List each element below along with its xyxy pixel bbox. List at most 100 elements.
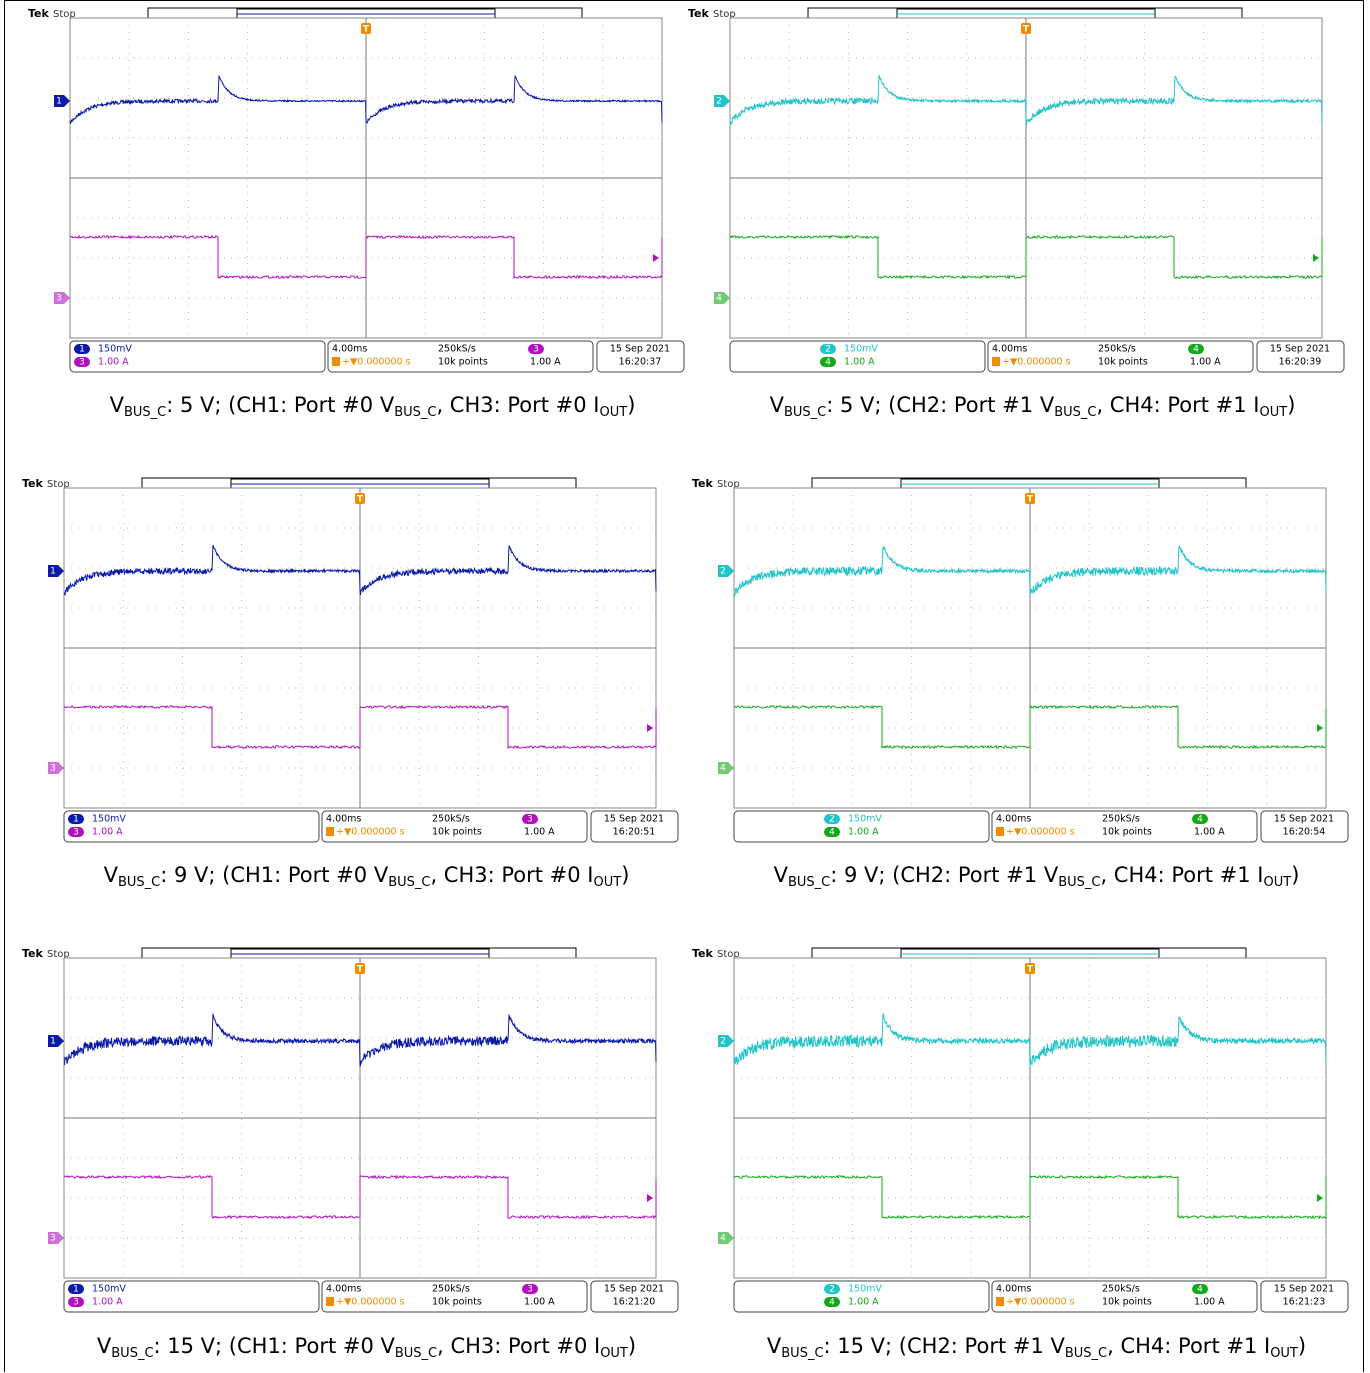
caption-subscript: BUS_C: [1065, 1346, 1107, 1361]
channel-badge-label: 1: [50, 567, 56, 577]
trigger-level: 1.00 A: [524, 1297, 555, 1308]
channel-chip-label: 3: [73, 828, 79, 838]
record-length: 10k points: [432, 1297, 482, 1308]
caption-text: : 9 V; (CH2: Port #1 V: [830, 863, 1058, 887]
channel-scale: 1.00 A: [848, 1297, 879, 1308]
sample-rate: 250kS/s: [1102, 1284, 1140, 1295]
caption-text: ): [621, 863, 629, 887]
channel-scale: 150mV: [844, 344, 878, 355]
channel-scale: 1.00 A: [844, 357, 875, 368]
caption-subscript: OUT: [600, 1346, 628, 1361]
caption-subscript: BUS_C: [394, 405, 436, 420]
time-div: 4.00ms: [326, 1284, 361, 1295]
channel-scale: 150mV: [98, 344, 132, 355]
caption-text: : 5 V; (CH1: Port #0 V: [166, 393, 394, 417]
caption-text: ): [1287, 393, 1295, 417]
caption-subscript: BUS_C: [788, 875, 830, 890]
trigger-channel: 3: [527, 1285, 533, 1295]
date: 15 Sep 2021: [610, 344, 670, 355]
trigger-chip: [996, 1297, 1004, 1306]
caption-subscript: OUT: [600, 405, 628, 420]
trigger-marker-label: T: [357, 495, 364, 505]
scope-screenshot: TekStopT242150mV41.00 A4.00ms+▼0.000000 …: [680, 5, 1345, 375]
channel-chip-label: 1: [79, 345, 85, 355]
brand: Tek: [692, 947, 714, 960]
trigger-delay: +▼0.000000 s: [1006, 827, 1075, 838]
sample-rate: 250kS/s: [438, 344, 476, 355]
scope-screenshot: TekStopT242150mV41.00 A4.00ms+▼0.000000 …: [684, 475, 1349, 845]
channel-badge-label: 4: [716, 294, 722, 304]
caption-text: V: [770, 393, 784, 417]
trigger-level: 1.00 A: [1190, 357, 1221, 368]
record-length: 10k points: [1102, 1297, 1152, 1308]
caption-subscript: BUS_C: [118, 875, 160, 890]
time-div: 4.00ms: [332, 344, 367, 355]
sample-rate: 250kS/s: [432, 1284, 470, 1295]
trigger-channel: 4: [1197, 815, 1203, 825]
caption: VBUS_C: 5 V; (CH2: Port #1 VBUS_C, CH4: …: [700, 393, 1365, 420]
trigger-chip: [996, 827, 1004, 836]
caption-text: V: [97, 1334, 111, 1358]
channel-scale: 150mV: [92, 814, 126, 825]
channel-scale: 1.00 A: [92, 1297, 123, 1308]
caption-text: : 5 V; (CH2: Port #1 V: [826, 393, 1054, 417]
channel-chip-label: 3: [79, 358, 85, 368]
channel-scale: 1.00 A: [92, 827, 123, 838]
trigger-channel: 3: [527, 815, 533, 825]
brand: Tek: [22, 477, 44, 490]
trigger-delay: +▼0.000000 s: [336, 1297, 405, 1308]
channel-badge-label: 3: [50, 764, 56, 774]
channel-chip-label: 4: [829, 828, 835, 838]
trigger-chip: [326, 827, 334, 836]
trigger-channel: 4: [1193, 345, 1199, 355]
caption: VBUS_C: 9 V; (CH2: Port #1 VBUS_C, CH4: …: [704, 863, 1369, 890]
caption-subscript: BUS_C: [1058, 875, 1100, 890]
trigger-delay: +▼0.000000 s: [1006, 1297, 1075, 1308]
caption-subscript: BUS_C: [781, 1346, 823, 1361]
sample-rate: 250kS/s: [432, 814, 470, 825]
page: TekStopT131150mV31.00 A4.00ms+▼0.000000 …: [0, 0, 1370, 1373]
channel-chip-label: 2: [829, 815, 835, 825]
caption-subscript: OUT: [1270, 1346, 1298, 1361]
caption-text: , CH3: Port #0 I: [437, 1334, 600, 1358]
date: 15 Sep 2021: [1270, 344, 1330, 355]
sample-rate: 250kS/s: [1102, 814, 1140, 825]
trigger-marker-label: T: [1027, 495, 1034, 505]
record-length: 10k points: [1102, 827, 1152, 838]
date: 15 Sep 2021: [1274, 1284, 1334, 1295]
caption-text: , CH4: Port #1 I: [1096, 393, 1259, 417]
trigger-marker-label: T: [357, 965, 364, 975]
channel-scale: 150mV: [848, 814, 882, 825]
trigger-chip: [332, 357, 340, 366]
caption-subscript: BUS_C: [111, 1346, 153, 1361]
caption: VBUS_C: 15 V; (CH1: Port #0 VBUS_C, CH3:…: [34, 1334, 699, 1361]
caption-subscript: BUS_C: [124, 405, 166, 420]
caption-subscript: OUT: [1264, 875, 1292, 890]
sample-rate: 250kS/s: [1098, 344, 1136, 355]
trigger-level: 1.00 A: [1194, 827, 1225, 838]
caption-text: V: [110, 393, 124, 417]
channel-scale: 150mV: [92, 1284, 126, 1295]
scope-screenshot: TekStopT131150mV31.00 A4.00ms+▼0.000000 …: [14, 475, 679, 845]
caption-text: : 9 V; (CH1: Port #0 V: [160, 863, 388, 887]
trigger-channel: 4: [1197, 1285, 1203, 1295]
channel-badge-label: 2: [720, 567, 726, 577]
caption: VBUS_C: 5 V; (CH1: Port #0 VBUS_C, CH3: …: [40, 393, 705, 420]
caption: VBUS_C: 9 V; (CH1: Port #0 VBUS_C, CH3: …: [34, 863, 699, 890]
channel-badge-label: 2: [720, 1037, 726, 1047]
channel-badge-label: 1: [56, 97, 62, 107]
trigger-chip: [326, 1297, 334, 1306]
caption: VBUS_C: 15 V; (CH2: Port #1 VBUS_C, CH4:…: [704, 1334, 1369, 1361]
brand: Tek: [688, 7, 710, 20]
scope-screenshot: TekStopT131150mV31.00 A4.00ms+▼0.000000 …: [20, 5, 685, 375]
time: 16:20:37: [619, 357, 662, 368]
caption-text: , CH4: Port #1 I: [1107, 1334, 1270, 1358]
channel-badge-label: 1: [50, 1037, 56, 1047]
trigger-level: 1.00 A: [530, 357, 561, 368]
date: 15 Sep 2021: [604, 1284, 664, 1295]
caption-text: ): [1298, 1334, 1306, 1358]
caption-text: : 15 V; (CH1: Port #0 V: [154, 1334, 395, 1358]
caption-subscript: BUS_C: [784, 405, 826, 420]
trigger-chip: [992, 357, 1000, 366]
